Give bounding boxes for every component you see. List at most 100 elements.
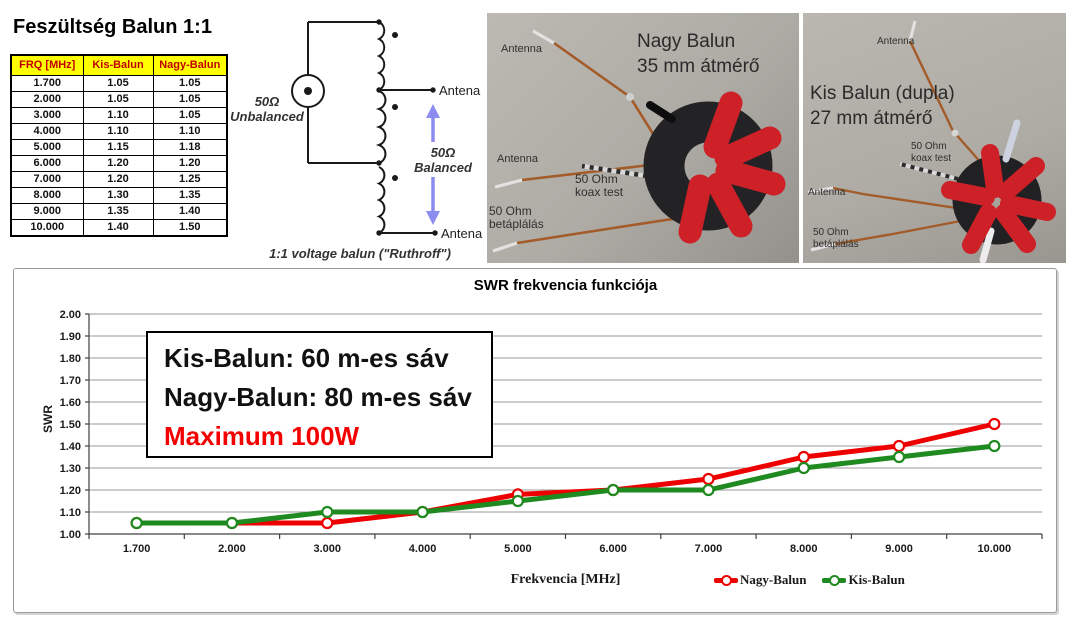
table-row: 4.000 1.10 1.10 (10, 123, 228, 140)
table-cell: 10.000 (10, 219, 84, 237)
table-cell: 1.05 (152, 107, 228, 124)
koax-test-lead (581, 163, 648, 179)
y-tick-label: 2.00 (60, 309, 81, 321)
y-tick-label: 1.90 (60, 331, 81, 343)
zip-tie (646, 101, 676, 123)
koax-test-lead (899, 162, 959, 181)
chart-plot-area: 1.00 1.10 1.20 1.30 1.40 1.50 1.60 1.70 1.80 1.90… (60, 309, 1043, 555)
table-column-header: FRQ [MHz] (10, 54, 84, 76)
table-cell: 1.20 (82, 155, 154, 172)
red-wire-loops (941, 144, 1056, 254)
diagram-caption: 1:1 voltage balun ("Ruthroff") (269, 246, 451, 261)
table-cell: 1.10 (152, 123, 228, 140)
x-tick-label: 7.000 (695, 543, 723, 555)
table-row: 10.000 1.40 1.50 (10, 219, 228, 237)
table-cell: 1.40 (152, 203, 228, 220)
table-row: 6.000 1.20 1.20 (10, 155, 228, 172)
x-tick-label: 1.700 (123, 543, 151, 555)
table-cell: 3.000 (10, 107, 84, 124)
data-point-kis-balun (225, 516, 239, 530)
y-tick-label: 1.40 (60, 441, 81, 453)
x-tick-label: 4.000 (409, 543, 437, 555)
series-line-nagy-balun (134, 421, 997, 526)
silver-wire-tips (492, 29, 555, 253)
table-row: 9.000 1.35 1.40 (10, 203, 228, 220)
red-wire-loops (678, 91, 786, 244)
antenna-bottom-terminal-label: Antena (441, 226, 483, 241)
table-row: 3.000 1.10 1.05 (10, 107, 228, 124)
solder-joint (626, 93, 634, 101)
table-cell: 1.25 (152, 171, 228, 188)
nagy-balun-photo: Nagy Balun 35 mm átmérő Antenna Antenna … (487, 13, 799, 263)
legend-label: Kis-Balun (848, 572, 905, 587)
legend-label: Nagy-Balun (740, 572, 807, 587)
table-cell: 1.35 (152, 187, 228, 204)
solder-joint (951, 129, 959, 137)
data-point-nagy-balun (797, 450, 810, 464)
table-cell: 6.000 (10, 155, 84, 172)
balanced-arrows (426, 104, 440, 225)
table-cell: 2.000 (10, 91, 84, 108)
data-point-kis-balun (130, 516, 143, 530)
x-tick-label: 2.000 (218, 543, 246, 555)
x-tick-label: 6.000 (599, 543, 627, 555)
data-point-nagy-balun (892, 439, 906, 453)
photo2-antenna-left-label: Antenna (808, 187, 846, 198)
data-point-kis-balun (988, 439, 1001, 453)
photo2-title: Kis Balun (dupla) 27 mm átmérő (810, 83, 955, 129)
kis-balun-toroid-drawing (807, 20, 1056, 263)
table-cell: 1.20 (152, 155, 228, 172)
x-tick-label: 10.000 (978, 543, 1012, 555)
zip-tie (979, 227, 995, 263)
table-cell: 1.05 (152, 91, 228, 108)
nagy-balun-toroid-drawing (492, 29, 786, 253)
x-tick-label: 3.000 (313, 543, 341, 555)
swr-measurement-table: FRQ [MHz] Kis-Balun Nagy-Balun 1.700 1.05 1.… (10, 54, 228, 237)
kis-balun-marker-icon (822, 574, 847, 586)
annotation-line-3: Maximum 100W (164, 421, 360, 451)
table-row: 8.000 1.30 1.35 (10, 187, 228, 204)
legend-item-kis-balun: Kis-Balun (822, 572, 905, 588)
junction-dots (304, 19, 438, 236)
table-cell: 1.10 (82, 107, 154, 124)
table-cell: 1.35 (82, 203, 154, 220)
unbalanced-label: 50Ω Unbalanced (230, 94, 304, 124)
data-point-kis-balun (607, 483, 620, 497)
chart-legend: Nagy-Balun Kis-Balun (714, 572, 905, 588)
data-point-kis-balun (892, 450, 906, 464)
table-cell: 5.000 (10, 139, 84, 156)
table-cell: 1.05 (82, 75, 154, 92)
photo1-title: Nagy Balun 35 mm átmérő (637, 31, 760, 77)
photo1-antenna-mid-label: Antenna (497, 153, 538, 165)
data-point-kis-balun (511, 494, 524, 508)
y-tick-label: 1.60 (60, 397, 81, 409)
table-cell: 9.000 (10, 203, 84, 220)
table-cell: 1.30 (82, 187, 154, 204)
x-axis-title: Frekvencia [MHz] (510, 572, 621, 587)
series-line-kis-balun (134, 443, 997, 526)
annotation-line-1: Kis-Balun: 60 m-es sáv (164, 343, 449, 373)
data-point-nagy-balun (988, 417, 1001, 431)
photo2-feed-label: 50 Ohm betáplálás (813, 227, 859, 250)
data-point-kis-balun (702, 483, 715, 497)
table-column-header: Nagy-Balun (152, 54, 228, 76)
table-cell: 1.05 (82, 91, 154, 108)
y-tick-label: 1.30 (60, 463, 81, 475)
table-row: 2.000 1.05 1.05 (10, 91, 228, 108)
table-row: 5.000 1.15 1.18 (10, 139, 228, 156)
antenna-mid-terminal-label: Antena (439, 83, 481, 98)
chart-title: SWR frekvencia funkciója (473, 277, 658, 294)
y-tick-label: 1.00 (60, 529, 81, 541)
table-cell: 1.05 (152, 75, 228, 92)
photo2-antenna-top-label: Antenna (877, 36, 915, 47)
zip-tie (1002, 119, 1021, 163)
photo2-koax-label: 50 Ohm koax test (911, 141, 952, 164)
y-tick-label: 1.70 (60, 375, 81, 387)
table-header: FRQ [MHz] Kis-Balun Nagy-Balun (10, 54, 228, 76)
table-cell: 1.18 (152, 139, 228, 156)
table-cell: 1.15 (82, 139, 154, 156)
table-cell: 1.20 (82, 171, 154, 188)
circuit-schematic-drawing (291, 19, 440, 236)
table-cell: 1.40 (82, 219, 154, 237)
